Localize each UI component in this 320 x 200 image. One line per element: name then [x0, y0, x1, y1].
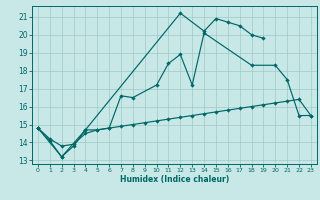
X-axis label: Humidex (Indice chaleur): Humidex (Indice chaleur): [120, 175, 229, 184]
